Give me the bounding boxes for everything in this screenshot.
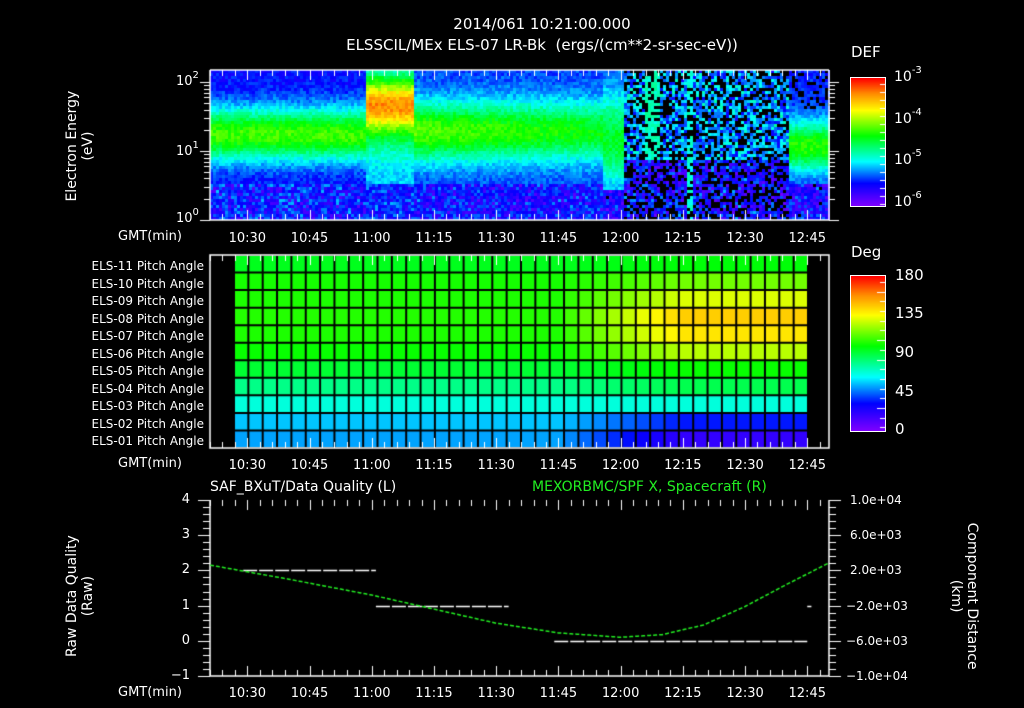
left-axis-tick-label: 3 — [181, 527, 190, 543]
time-tick-label: 10:30 — [228, 458, 267, 473]
time-tick-label: 11:45 — [539, 231, 578, 246]
pitch-angle-row-label: ELS-06 Pitch Angle — [91, 346, 204, 361]
pitch-angle-row-label: ELS-03 Pitch Angle — [91, 399, 204, 414]
time-tick-label: 12:00 — [601, 458, 640, 473]
panel3-ylabel-right: Component Distance (km) — [948, 496, 980, 696]
ylabel-right-line1: Component Distance — [964, 522, 981, 670]
time-tick-label: 10:45 — [290, 686, 329, 701]
pitch-angle-row-label: ELS-01 Pitch Angle — [91, 434, 204, 449]
left-axis-tick-label: 1 — [181, 597, 190, 613]
colorbar-label-deg: Deg — [851, 243, 882, 261]
time-tick-label: 11:15 — [415, 231, 453, 246]
time-tick-label: 10:30 — [228, 686, 267, 701]
time-axis-label-3: GMT(min) — [118, 685, 182, 700]
plot-subtitle: ELSSCIL/MEx ELS-07 LR-Bk (ergs/(cm**2-sr… — [346, 36, 738, 54]
def-colorbar — [850, 77, 886, 207]
pitch-angle-canvas — [200, 250, 840, 450]
cbtick-90: 90 — [895, 343, 915, 361]
time-tick-label: 12:30 — [726, 231, 764, 246]
cbtick-180: 180 — [895, 266, 924, 284]
colorbar-label-def: DEF — [851, 43, 881, 61]
pitch-angle-row-label: ELS-07 Pitch Angle — [91, 329, 204, 344]
pitch-angle-row-label: ELS-02 Pitch Angle — [91, 416, 204, 431]
ylabel-left-line1: Raw Data Quality — [63, 535, 80, 657]
ylabel-right-line2: (km) — [948, 579, 964, 613]
pitch-angle-row-label: ELS-10 Pitch Angle — [91, 276, 204, 291]
ylabel-line2: (eV) — [80, 131, 96, 161]
cbtick-135: 135 — [895, 304, 924, 322]
time-tick-label: 11:15 — [415, 686, 453, 701]
pitch-angle-row-labels: ELS-11 Pitch Angle ELS-10 Pitch Angle ELS-… — [0, 257, 204, 449]
ylabel-line1: Electron Energy — [63, 90, 80, 202]
spectrogram-axes — [190, 60, 870, 240]
plot-datetime: 2014/061 10:21:00.000 — [453, 15, 631, 33]
pitch-angle-row-label: ELS-04 Pitch Angle — [91, 381, 204, 396]
time-tick-label: 11:15 — [415, 458, 453, 473]
time-tick-label: 12:45 — [788, 458, 826, 473]
cbtick-1e-3: 10-3 — [894, 65, 922, 85]
time-tick-label: 11:30 — [477, 231, 515, 246]
time-tick-label: 12:15 — [664, 686, 702, 701]
left-axis-tick-label: 0 — [181, 632, 190, 648]
pitch-angle-row-label: ELS-11 Pitch Angle — [91, 259, 204, 273]
cbtick-45: 45 — [895, 382, 915, 400]
pitch-angle-row-label: ELS-08 Pitch Angle — [91, 311, 204, 326]
ylabel-left-line2: (Raw) — [80, 575, 96, 617]
time-tick-label: 11:00 — [353, 231, 391, 246]
time-tick-label: 12:45 — [788, 231, 826, 246]
left-axis-tick-label: −1 — [170, 668, 190, 683]
time-tick-label: 12:15 — [664, 458, 702, 473]
time-tick-label: 12:30 — [726, 686, 764, 701]
panel3-title-right: MEXORBMC/SPF X, Spacecraft (R) — [532, 479, 767, 495]
time-axis-label: GMT(min) — [118, 229, 182, 244]
time-tick-label: 11:30 — [477, 458, 515, 473]
time-tick-label: 11:00 — [353, 686, 391, 701]
time-tick-label: 10:45 — [290, 231, 329, 246]
time-tick-label: 11:00 — [353, 458, 391, 473]
time-tick-label: 11:45 — [539, 686, 578, 701]
time-tick-label: 12:00 — [601, 686, 640, 701]
time-tick-label: 11:30 — [477, 686, 515, 701]
time-tick-label: 12:30 — [726, 458, 764, 473]
deg-colorbar — [850, 275, 886, 432]
pitch-angle-row-label: ELS-09 Pitch Angle — [91, 294, 204, 309]
data-quality-canvas — [190, 495, 870, 685]
cbtick-1e-6: 10-6 — [894, 190, 922, 210]
cbtick-1e-5: 10-5 — [894, 148, 922, 168]
panel1-ylabel: Electron Energy (eV) — [64, 46, 96, 246]
time-axis-label-2: GMT(min) — [118, 456, 182, 471]
time-tick-label: 12:00 — [601, 231, 640, 246]
time-tick-label: 10:30 — [228, 231, 267, 246]
cbtick-1e-4: 10-4 — [894, 107, 922, 127]
left-axis-tick-label: 4 — [181, 492, 190, 507]
time-tick-label: 11:45 — [539, 458, 578, 473]
panel3-ylabel-left: Raw Data Quality (Raw) — [64, 496, 96, 696]
time-tick-label: 10:45 — [290, 458, 329, 473]
time-tick-label: 12:15 — [664, 231, 702, 246]
panel3-title-left: SAF_BXuT/Data Quality (L) — [210, 479, 397, 495]
left-axis-tick-label: 2 — [181, 562, 190, 578]
pitch-angle-row-label: ELS-05 Pitch Angle — [91, 364, 204, 379]
cbtick-0: 0 — [895, 420, 905, 438]
time-tick-label: 12:45 — [788, 686, 826, 701]
